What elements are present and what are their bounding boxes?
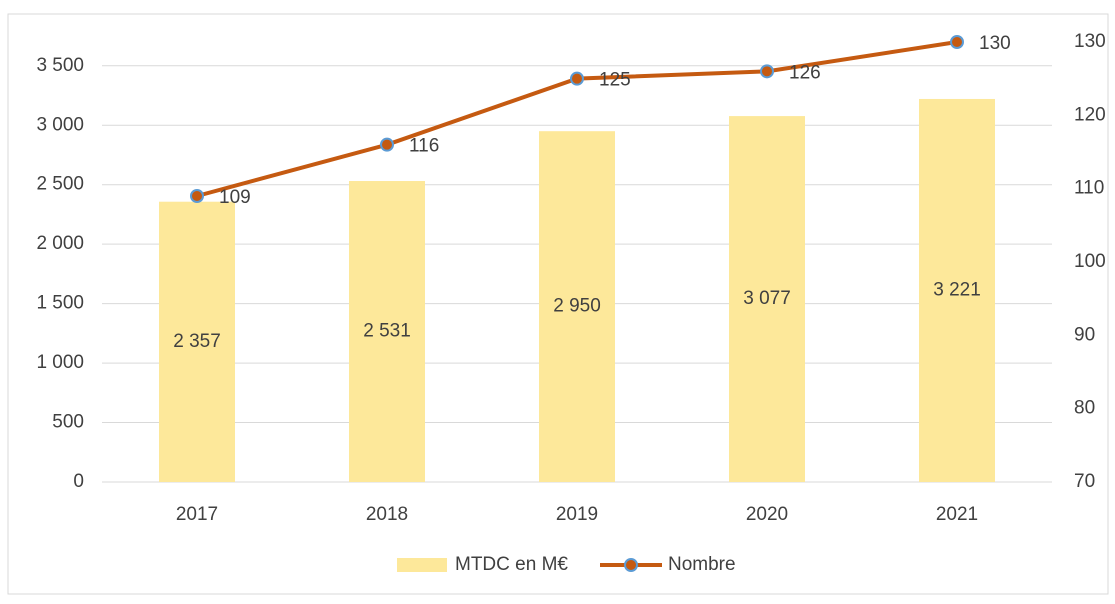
bar-value-label: 3 077 (743, 288, 791, 309)
line-marker (950, 35, 964, 49)
line-marker (190, 189, 204, 203)
bar-value-label: 2 357 (173, 331, 221, 352)
line-marker (380, 137, 394, 152)
x-tick-label: 2018 (366, 504, 408, 525)
y2-tick-label: 90 (1074, 324, 1095, 345)
bar-value-label: 3 221 (933, 279, 981, 300)
line-marker (760, 64, 774, 79)
bar-value-label: 2 531 (363, 321, 411, 342)
line-value-label: 126 (789, 62, 821, 83)
legend-label: MTDC en M€ (455, 554, 568, 575)
legend-marker (624, 558, 638, 572)
y-tick-label: 3 000 (36, 114, 84, 135)
y-tick-label: 0 (73, 471, 84, 492)
line-value-label: 130 (979, 33, 1011, 54)
line-value-label: 116 (409, 136, 439, 157)
x-tick-label: 2019 (556, 504, 598, 525)
x-tick-label: 2021 (936, 504, 978, 525)
y2-tick-label: 80 (1074, 398, 1095, 419)
bar (349, 181, 425, 482)
y-tick-label: 1 500 (36, 293, 84, 314)
legend-label: Nombre (668, 554, 736, 575)
y2-tick-label: 70 (1074, 471, 1095, 492)
bar (159, 201, 235, 482)
y-tick-label: 1 000 (36, 352, 84, 373)
x-tick-label: 2017 (176, 504, 218, 525)
y2-tick-label: 100 (1074, 251, 1106, 272)
x-tick-label: 2020 (746, 504, 788, 525)
legend-swatch (397, 558, 447, 572)
y-tick-label: 3 500 (36, 55, 84, 76)
bar (539, 131, 615, 482)
y-tick-label: 2 500 (36, 174, 84, 195)
line-value-label: 109 (219, 187, 251, 208)
y2-tick-label: 120 (1074, 104, 1106, 125)
line-marker (570, 71, 584, 86)
y2-tick-label: 110 (1074, 178, 1104, 199)
y2-tick-label: 130 (1074, 31, 1106, 52)
bar-value-label: 2 950 (553, 296, 601, 317)
bar (729, 116, 805, 482)
y-tick-label: 500 (52, 412, 84, 433)
bar (919, 98, 995, 483)
line-value-label: 125 (599, 70, 631, 91)
y-tick-label: 2 000 (36, 233, 84, 254)
